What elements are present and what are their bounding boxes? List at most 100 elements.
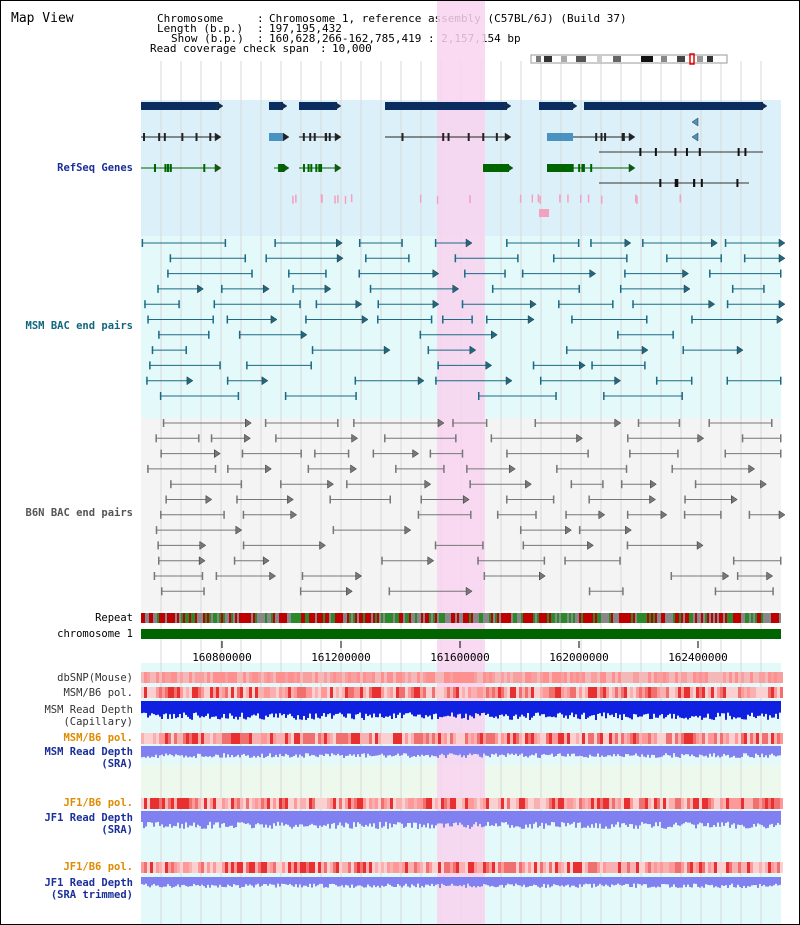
jf1-sra-depth [709, 811, 711, 828]
repeat-mark [589, 613, 591, 623]
b6n-bac-end [482, 541, 484, 550]
msm-sra-depth [671, 746, 673, 758]
dbsnp-strip [723, 672, 726, 683]
jf1-sra-depth [275, 811, 277, 826]
msm-pol-strip-2 [477, 733, 480, 744]
jf1-pol-strip [639, 798, 642, 809]
jf1-trimmed-depth [531, 877, 533, 886]
jf1-pol-strip-2 [303, 862, 306, 873]
jf1-trimmed-depth [631, 877, 633, 888]
repeat-mark [161, 613, 163, 623]
show-sep: : [257, 32, 264, 45]
ideogram-band [677, 56, 685, 62]
msm-bac-end [477, 392, 480, 400]
msm-bac-arrow [452, 284, 460, 294]
msm-pol-strip [207, 687, 210, 698]
msm-capillary-depth [391, 701, 393, 719]
jf1-trimmed-depth [513, 877, 515, 887]
jf1-trimmed-depth [487, 877, 489, 886]
msm-pol-strip [768, 687, 771, 698]
msm-sra-depth [693, 746, 695, 757]
dbsnp-strip [531, 672, 534, 683]
jf1-trimmed-depth [647, 877, 649, 888]
jf1-pol-strip-2 [444, 862, 447, 873]
jf1-sra-depth [637, 811, 639, 829]
jf1-pol-strip [141, 798, 144, 809]
msm-pol-strip [780, 687, 783, 698]
jf1-sra-depth [191, 811, 193, 826]
msm-pol-strip-2 [276, 733, 279, 744]
msm-capillary-depth [481, 701, 483, 714]
jf1-pol-strip-2 [171, 862, 174, 873]
b6n-bac-arrow [437, 418, 445, 428]
jf1-trimmed-depth [709, 877, 711, 886]
msm-pol-strip [396, 687, 399, 698]
jf1-trimmed-depth [723, 877, 725, 886]
jf1-trimmed-depth [509, 877, 511, 885]
jf1-pol-strip-2 [174, 862, 177, 873]
repeat-mark [701, 613, 703, 623]
jf1-trimmed-depth [263, 877, 265, 885]
jf1-sra-depth [655, 811, 657, 823]
jf1-sra-depth [547, 811, 549, 826]
msm-bac-end [408, 254, 410, 263]
msm-pol-strip [402, 687, 405, 698]
jf1-pol-strip-2 [528, 862, 531, 873]
msm-bac-arrow [708, 299, 716, 309]
jf1-trimmed-depth [625, 877, 627, 884]
length-value: 197,195,432 [269, 22, 342, 35]
repeat-mark [233, 613, 235, 623]
b6n-bac-end [346, 480, 348, 489]
jf1-pol-strip [402, 798, 405, 809]
jf1-pol-strip-2 [351, 862, 354, 873]
dbsnp-strip [414, 672, 417, 683]
msm-pol-strip [186, 687, 189, 698]
jf1-sra-depth [499, 811, 501, 826]
msm-sra-depth [339, 746, 341, 756]
jf1-trimmed-depth [435, 877, 437, 885]
msm-pol-strip-2 [411, 733, 414, 744]
msm-pol-strip-2 [639, 733, 642, 744]
repeat-mark [695, 613, 697, 623]
gene-exon [582, 164, 585, 172]
msm-capillary-depth [143, 701, 145, 713]
dbsnp-strip [174, 672, 177, 683]
jf1-trimmed-depth [705, 877, 707, 885]
repeat-mark [537, 613, 539, 623]
jf1-trimmed-depth [185, 877, 187, 886]
jf1-trimmed-depth [479, 877, 481, 887]
b6n-bac-end [677, 449, 679, 458]
repeat-mark [321, 613, 323, 623]
jf1-sra-depth [223, 811, 225, 824]
msm-sra-depth [191, 746, 193, 758]
jf1-pol-strip-2 [546, 862, 549, 873]
pink-feature [292, 195, 294, 204]
msm-pol-strip [240, 687, 243, 698]
pink-feature [539, 195, 541, 204]
jf1-pol-strip-2 [717, 862, 720, 873]
jf1-pol-strip [483, 798, 486, 809]
jf1-pol-strip-2 [153, 862, 156, 873]
msm-capillary-depth [535, 701, 537, 713]
msm-sra-depth [165, 746, 167, 754]
jf1-sra-depth [323, 811, 325, 826]
msm-capillary-depth [299, 701, 301, 720]
repeat-mark [191, 613, 193, 623]
msm-sra-depth [157, 746, 159, 758]
msm-capillary-depth [181, 701, 183, 719]
msm-sra-depth [229, 746, 231, 758]
msm-sra-depth [265, 746, 267, 757]
msm-sra-depth [745, 746, 747, 754]
dbsnp-strip [672, 672, 675, 683]
jf1-sra-depth [159, 811, 161, 826]
repeat-mark [273, 613, 275, 623]
msm-capillary-depth [709, 701, 711, 719]
msm-pol-strip [273, 687, 276, 698]
msm-pol-strip [618, 687, 621, 698]
b6n-bac-arrow [614, 418, 622, 428]
msm-sra-depth [345, 746, 347, 756]
msm-bac-arrow [624, 238, 632, 248]
jf1-trimmed-depth [543, 877, 545, 884]
jf1-pol-strip [648, 798, 651, 809]
